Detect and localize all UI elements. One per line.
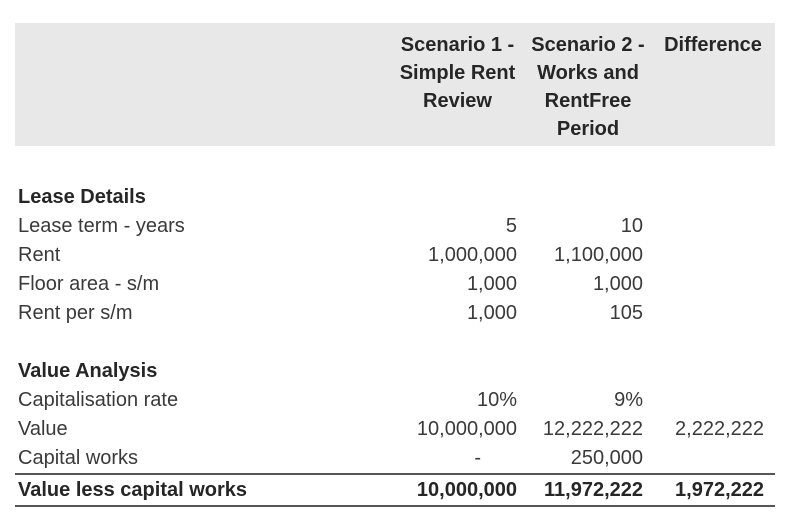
table-row-capitalisation-rate: Capitalisation rate 10% 9% <box>15 386 775 415</box>
section-title: Lease Details <box>18 186 146 208</box>
table-row-capital-works: Capital works - 250,000 <box>15 444 775 474</box>
spacer-row <box>15 328 775 357</box>
spacer-row <box>15 146 775 183</box>
row-label: Value <box>18 418 68 440</box>
total-label: Value less capital works <box>15 473 390 507</box>
difference-value <box>651 270 775 299</box>
row-label: Capital works <box>18 447 139 469</box>
scenario2-value: 250,000 <box>570 447 643 469</box>
difference-value: 2,222,222 <box>675 418 764 440</box>
scenario1-value: 1,000 <box>466 302 517 324</box>
scenario2-value: 9% <box>614 389 643 411</box>
table-row-rent: Rent 1,000,000 1,100,000 <box>15 241 775 270</box>
difference-value <box>651 241 775 270</box>
row-label: Lease term - years <box>18 215 185 237</box>
column-header-scenario2: Scenario 2 - Works and RentFree Period <box>525 23 651 146</box>
column-header-label <box>15 23 390 146</box>
scenario1-value: 1,000 <box>466 273 517 295</box>
scenario2-value: 10 <box>620 215 643 237</box>
total-difference-value: 1,972,222 <box>651 473 775 507</box>
table-row-total: Value less capital works 10,000,000 11,9… <box>15 473 775 507</box>
table-row-floor-area: Floor area - s/m 1,000 1,000 <box>15 270 775 299</box>
table-row-rent-per-sm: Rent per s/m 1,000 105 <box>15 299 775 328</box>
column-header-scenario1-text: Scenario 1 - Simple Rent Review <box>399 34 516 112</box>
total-scenario2-value: 11,972,222 <box>525 473 651 507</box>
section-title-value-analysis: Value Analysis <box>15 357 775 386</box>
table-row-lease-term: Lease term - years 5 10 <box>15 212 775 241</box>
difference-value <box>651 299 775 328</box>
section-title: Value Analysis <box>18 360 158 382</box>
row-label: Rent per s/m <box>18 302 133 324</box>
column-header-scenario2-text: Scenario 2 - Works and RentFree Period <box>531 34 645 140</box>
scenario2-value: 105 <box>609 302 643 324</box>
scenario1-value: 10,000,000 <box>416 418 517 440</box>
table-header-row: Scenario 1 - Simple Rent Review Scenario… <box>15 23 775 146</box>
row-label: Capitalisation rate <box>18 389 179 411</box>
difference-value <box>651 444 775 474</box>
total-scenario1-value: 10,000,000 <box>390 473 525 507</box>
difference-value <box>651 386 775 415</box>
scenario1-value: 1,000,000 <box>428 244 517 266</box>
scenario1-value: 10% <box>476 389 517 411</box>
column-header-difference-text: Difference <box>664 34 762 56</box>
scenario2-value: 1,000 <box>592 273 643 295</box>
row-label: Rent <box>18 244 61 266</box>
difference-value <box>651 212 775 241</box>
section-title-lease-details: Lease Details <box>15 183 775 212</box>
column-header-scenario1: Scenario 1 - Simple Rent Review <box>390 23 525 146</box>
column-header-difference: Difference <box>651 23 775 146</box>
scenario1-value: - <box>474 447 481 469</box>
scenario1-value: 5 <box>505 215 517 237</box>
table-row-value: Value 10,000,000 12,222,222 2,222,222 <box>15 415 775 444</box>
lease-comparison-table: Scenario 1 - Simple Rent Review Scenario… <box>15 23 775 507</box>
row-label: Floor area - s/m <box>18 273 160 295</box>
scenario2-value: 12,222,222 <box>542 418 643 440</box>
scenario2-value: 1,100,000 <box>554 244 643 266</box>
